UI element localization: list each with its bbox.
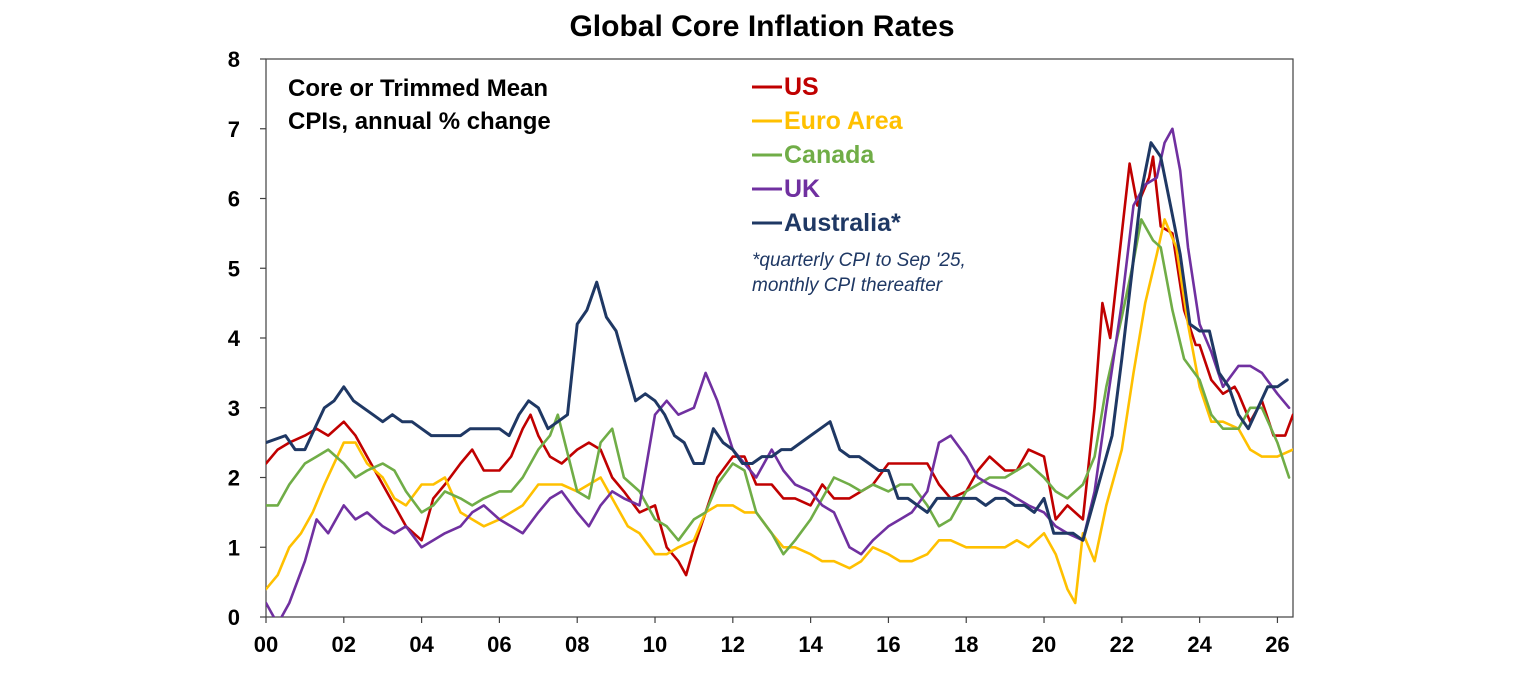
x-tick-label: 18 [954,632,978,657]
x-tick-label: 02 [332,632,356,657]
x-tick-label: 20 [1032,632,1056,657]
series-line-us [266,155,1293,577]
x-tick-label: 26 [1265,632,1289,657]
x-tick-label: 12 [721,632,745,657]
x-tick-label: 04 [409,632,434,657]
legend-label-euro-area: Euro Area [784,107,904,135]
series-line-australia [266,141,1289,542]
y-tick-label: 4 [228,326,241,351]
legend-label-us: US [784,73,819,101]
legend-label-uk: UK [784,175,820,203]
x-tick-label: 08 [565,632,589,657]
note-line-2: monthly CPI thereafter [752,275,943,296]
series-lines [266,127,1293,617]
y-tick-label: 8 [228,47,240,72]
y-tick-label: 1 [228,535,240,560]
series-line-uk [266,127,1291,617]
legend-label-canada: Canada [784,141,875,169]
chart-note: *quarterly CPI to Sep '25, monthly CPI t… [752,250,966,296]
y-tick-label: 0 [228,605,240,630]
x-tick-label: 22 [1110,632,1134,657]
x-tick-label: 14 [798,632,823,657]
x-tick-label: 06 [487,632,511,657]
x-tick-label: 16 [876,632,900,657]
x-axis: 00 02 04 06 08 10 12 14 16 18 20 22 24 26 [254,617,1290,657]
legend: US Euro Area Canada UK Australia* [752,73,904,237]
y-tick-label: 6 [228,187,240,212]
x-tick-label: 10 [643,632,667,657]
subtitle-line-2: CPIs, annual % change [288,108,551,135]
subtitle-line-1: Core or Trimmed Mean [288,75,548,102]
y-axis: 0 1 2 3 4 5 6 7 8 [228,47,266,630]
y-tick-label: 7 [228,117,240,142]
legend-label-australia: Australia* [784,209,901,237]
x-tick-label: 24 [1187,632,1212,657]
chart-subtitle: Core or Trimmed Mean CPIs, annual % chan… [288,75,551,135]
y-tick-label: 3 [228,396,240,421]
chart-title: Global Core Inflation Rates [569,10,954,43]
x-tick-label: 00 [254,632,278,657]
y-tick-label: 5 [228,256,240,281]
note-line-1: *quarterly CPI to Sep '25, [752,250,966,271]
y-tick-label: 2 [228,466,240,491]
